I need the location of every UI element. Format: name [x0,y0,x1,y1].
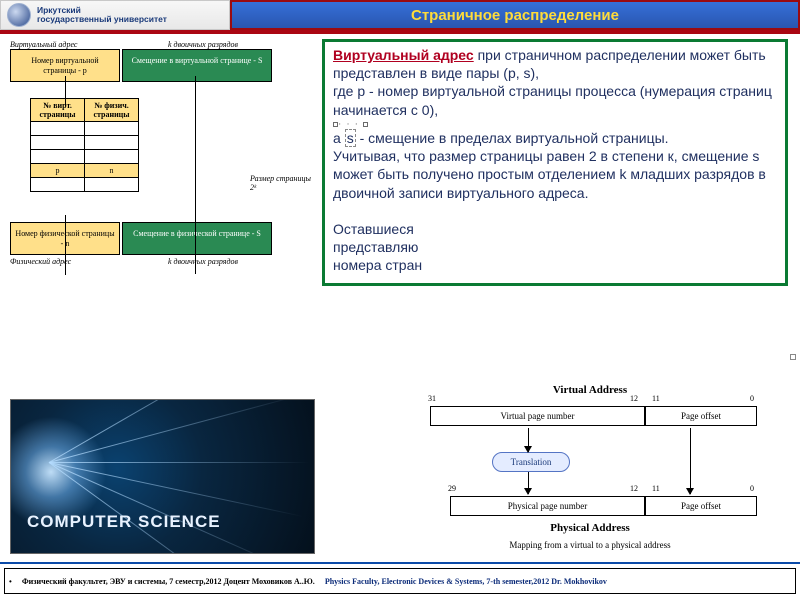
table-row [31,178,85,192]
selection-handle-top[interactable]: ··· [333,119,777,128]
vpn-box: Virtual page number [430,406,645,426]
resize-handle-icon[interactable] [363,122,368,127]
virtual-address-label: Виртуальный адрес [10,40,102,49]
virtual-address-heading: Виртуальный адрес [333,47,474,63]
address-translation-diagram: Virtual Address 31 12 11 0 Virtual page … [410,384,770,584]
arrow-down-icon [524,446,532,453]
table-row [31,122,85,136]
university-name: Иркутский государственный университет [37,6,167,24]
table-row [85,150,139,164]
phys-offset-box: Смещение в физической странице - S [122,222,272,255]
ppn-box: Physical page number [450,496,645,516]
page-size-label: Размер страницы 2ᵏ [250,175,315,193]
body-p7: номера стран [333,257,422,273]
virtual-address-bits: 31 12 11 0 Virtual page number Page offs… [420,402,760,428]
slide-title: Страничное распределение [411,7,619,24]
bit-11: 11 [652,394,660,403]
computer-science-image: COMPUTER SCIENCE [10,399,315,554]
bit-11: 11 [652,484,660,493]
connector-line [690,428,691,494]
diagram-caption: Mapping from a virtual to a physical add… [410,540,770,550]
table-cell-p: p [31,164,85,178]
translation-box: Translation [492,452,570,472]
table-row [31,136,85,150]
bullet-icon: • [9,577,12,586]
table-row [85,178,139,192]
page-offset-box: Page offset [645,406,757,426]
physical-address-row: Номер физической страницы - n Смещение в… [10,222,315,255]
body-p3-pre: а [333,130,345,146]
virtual-address-row: Номер виртуальной страницы - p Смещение … [10,49,315,82]
bit-0: 0 [750,484,754,493]
virtual-address-title: Virtual Address [410,384,770,396]
page-offset-box-2: Page offset [645,496,757,516]
body-p4: Учитывая, что размер страницы равен 2 в … [333,148,766,200]
connector-line [195,76,196,274]
body-p6: представляю [333,239,418,255]
bit-12: 12 [630,394,638,403]
table-row [85,136,139,150]
page-table-h1: № вирт. страницы [31,99,85,122]
university-logo-box: Иркутский государственный университет [0,0,230,30]
logo-line-2: государственный университет [37,15,167,24]
content-area: Виртуальный адрес k двоичных разрядов Но… [0,34,800,550]
page-table-h2: № физич. страницы [85,99,139,122]
physical-address-label: Физический адрес [10,257,102,266]
connector-line [65,76,66,106]
footer-text-ru: Физический факультет, ЭВУ и системы, 7 с… [22,577,315,586]
footer-text-en: Physics Faculty, Electronic Devices & Sy… [325,577,607,586]
paging-diagram: Виртуальный адрес k двоичных разрядов Но… [10,40,315,266]
header: Иркутский государственный университет Ст… [0,0,800,34]
ray-line [49,462,309,463]
footer-inner: • Физический факультет, ЭВУ и системы, 7… [4,568,796,594]
connector-line [65,215,66,275]
footer: • Физический факультет, ЭВУ и системы, 7… [0,562,800,600]
bit-31: 31 [428,394,436,403]
bit-29: 29 [448,484,456,493]
physical-address-bits: 29 12 11 0 Physical page number Page off… [420,492,760,518]
bit-0: 0 [750,394,754,403]
page-table: № вирт. страницы № физич. страницы p n [30,98,139,192]
body-p3-post: - смещение в пределах виртуальной страни… [356,130,669,146]
body-p5: Оставшиеся [333,221,414,237]
table-cell-n: n [85,164,139,178]
university-seal-icon [7,3,31,27]
bits-label-bottom: k двоичных разрядов [168,257,238,266]
computer-science-text: COMPUTER SCIENCE [27,512,221,532]
table-row [31,150,85,164]
body-p2: где р - номер виртуальной страницы проце… [333,83,772,117]
slide-title-bar: Страничное распределение [230,0,800,30]
resize-handle-icon[interactable] [790,354,796,360]
bits-label-top: k двоичных разрядов [168,40,238,49]
explanation-panel: Виртуальный адрес при страничном распред… [322,39,788,286]
bit-12: 12 [630,484,638,493]
physical-address-title: Physical Address [410,522,770,534]
table-row [85,122,139,136]
selected-text[interactable]: s [345,129,356,147]
virt-offset-box: Смещение в виртуальной странице - S [122,49,272,82]
